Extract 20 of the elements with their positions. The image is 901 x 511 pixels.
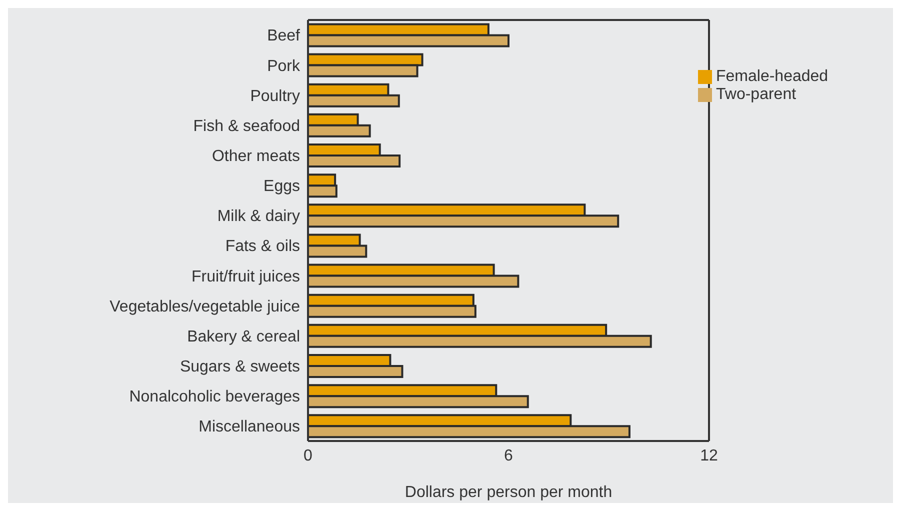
y-tick-label: Nonalcoholic beverages (129, 388, 300, 406)
y-tick-label: Pork (267, 58, 301, 75)
y-tick-label: Beef (267, 28, 301, 45)
x-tick-label: 0 (304, 447, 313, 464)
y-tick-label: Miscellaneous (198, 418, 300, 436)
y-tick-label: Other meats (212, 148, 300, 165)
y-tick-label: Fish & seafood (193, 118, 300, 135)
x-tick-label: 6 (504, 447, 514, 464)
y-tick-label: Vegetables/vegetable juice (110, 298, 300, 316)
x-axis-title: Dollars per person per month (404, 484, 612, 501)
y-tick-label: Bakery & cereal (187, 328, 300, 346)
y-tick-label: Fats & oils (225, 238, 300, 256)
x-tick-label: 12 (700, 447, 718, 464)
legend-label: Female-headed (716, 68, 828, 85)
legend-label: Two-parent (716, 86, 796, 103)
y-tick-label: Fruit/fruit juices (192, 268, 300, 286)
y-tick-label: Eggs (264, 178, 300, 196)
y-tick-label: Poultry (250, 88, 300, 105)
y-tick-label: Sugars & sweets (180, 358, 300, 376)
y-tick-label: Milk & dairy (217, 208, 300, 226)
